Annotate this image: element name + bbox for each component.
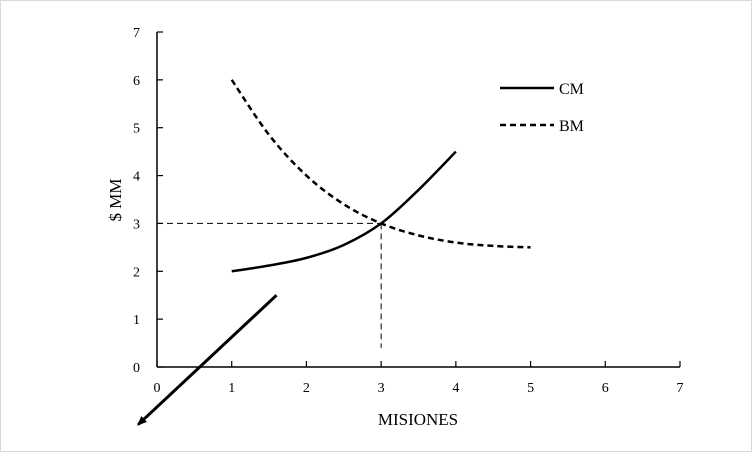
- y-axis-label: $ MM: [106, 179, 125, 222]
- y-tick-label: 6: [133, 74, 140, 89]
- y-tick-label: 1: [133, 313, 140, 328]
- legend-item-cm: CM: [500, 81, 584, 98]
- y-tick-label: 5: [133, 122, 140, 137]
- arrow-annotation: [136, 294, 278, 426]
- y-tick-label: 3: [133, 217, 140, 232]
- x-axis-label: MISIONES: [378, 410, 458, 429]
- y-tick-label: 7: [133, 26, 140, 41]
- series-layer: [230, 79, 531, 273]
- x-tick-label: 1: [228, 381, 235, 396]
- x-tick-label: 0: [154, 381, 161, 396]
- x-ticks: 0 1 2 3 4 5 6 7: [154, 361, 684, 396]
- x-tick-label: 6: [602, 381, 609, 396]
- series-line-cm: [231, 150, 457, 273]
- y-ticks: 0 1 2 3 4 5 6 7: [133, 26, 163, 376]
- legend-label-cm: CM: [559, 81, 584, 98]
- legend-label-bm: BM: [559, 118, 584, 135]
- axes: [156, 32, 680, 368]
- x-tick-label: 5: [527, 381, 534, 396]
- y-tick-label: 2: [133, 265, 140, 280]
- intersection-guides: [157, 222, 382, 348]
- x-tick-label: 3: [378, 381, 385, 396]
- y-tick-label: 4: [133, 170, 140, 185]
- x-tick-label: 7: [677, 381, 684, 396]
- series-line-bm: [230, 79, 531, 249]
- x-tick-label: 4: [452, 381, 459, 396]
- y-tick-label: 0: [133, 361, 140, 376]
- legend: CM BM: [500, 81, 584, 135]
- x-tick-label: 2: [303, 381, 310, 396]
- legend-item-bm: BM: [500, 118, 584, 135]
